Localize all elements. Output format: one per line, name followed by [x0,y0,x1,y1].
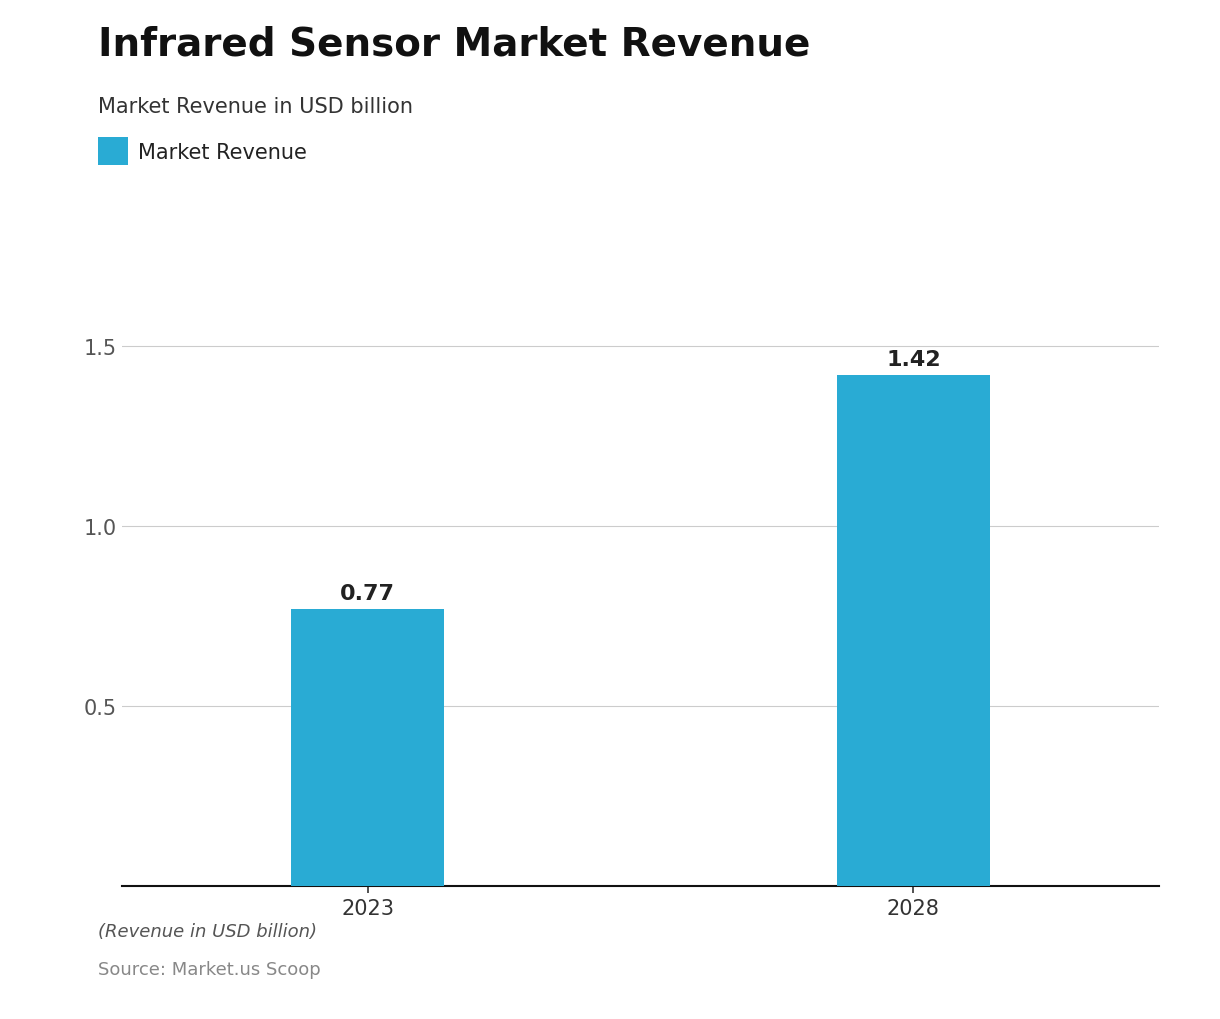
Text: Infrared Sensor Market Revenue: Infrared Sensor Market Revenue [98,25,810,63]
Text: Source: Market.us Scoop: Source: Market.us Scoop [98,960,321,978]
Text: 0.77: 0.77 [340,583,395,603]
Text: (Revenue in USD billion): (Revenue in USD billion) [98,922,317,941]
Text: Market Revenue: Market Revenue [138,143,306,163]
Bar [292,609,444,887]
Bar [837,376,989,887]
Text: 1.42: 1.42 [886,350,941,369]
Text: Market Revenue in USD billion: Market Revenue in USD billion [98,97,412,117]
